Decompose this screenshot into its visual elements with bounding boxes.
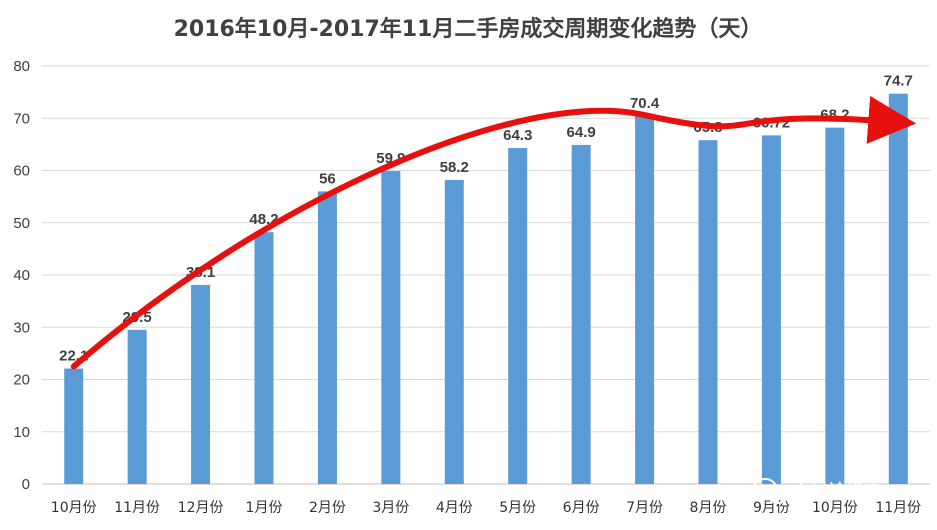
data-label: 64.9 — [567, 124, 596, 141]
data-label: 58.2 — [440, 159, 469, 176]
x-tick-label: 2月份 — [309, 500, 346, 516]
x-tick-label: 11月份 — [875, 500, 921, 516]
bar — [64, 368, 84, 484]
x-tick-label: 8月份 — [690, 500, 727, 516]
wechat-icon — [753, 478, 788, 504]
data-label: 70.4 — [630, 95, 660, 112]
y-axis-ticks: 0 10 20 30 40 50 60 70 80 — [13, 58, 30, 493]
bar — [698, 140, 718, 484]
bar — [571, 144, 591, 484]
x-tick-label: 10月份 — [812, 500, 858, 516]
chart-title: 2016年10月-2017年11月二手房成交周期变化趋势（天） — [174, 16, 763, 42]
x-tick-label: 1月份 — [246, 500, 283, 516]
trend-arrow — [70, 95, 917, 370]
bar — [635, 116, 655, 484]
bar — [191, 284, 211, 484]
bar — [888, 93, 908, 484]
data-label: 56 — [319, 170, 336, 187]
y-tick-label: 70 — [13, 110, 30, 127]
y-tick-label: 30 — [13, 319, 30, 336]
bar — [127, 329, 147, 484]
bar — [317, 191, 337, 484]
x-tick-label: 12月份 — [178, 500, 224, 516]
x-tick-label: 7月份 — [626, 500, 663, 516]
x-tick-label: 6月份 — [563, 500, 600, 516]
x-tick-label: 9月份 — [753, 500, 790, 516]
bar — [381, 171, 401, 484]
bar — [444, 179, 464, 484]
bars — [64, 93, 908, 484]
bar — [254, 232, 274, 484]
x-tick-label: 4月份 — [436, 500, 473, 516]
bar — [508, 148, 528, 484]
bar — [761, 135, 781, 484]
x-tick-label: 5月份 — [499, 500, 536, 516]
x-axis-ticks: 10月份 11月份 12月份 1月份 2月份 3月份 4月份 5月份 6月份 7月份 8月份 9月份 1… — [51, 500, 921, 516]
data-label: 64.3 — [503, 127, 532, 144]
y-tick-label: 20 — [13, 372, 30, 389]
y-tick-label: 60 — [13, 163, 30, 180]
x-tick-label: 11月份 — [114, 500, 160, 516]
bar — [825, 127, 845, 484]
y-tick-label: 80 — [13, 58, 30, 75]
y-tick-label: 10 — [13, 424, 30, 441]
y-tick-label: 50 — [13, 215, 30, 232]
data-label: 74.7 — [884, 73, 913, 90]
watermark: 小易论楼市 — [753, 478, 882, 504]
x-tick-label: 3月份 — [372, 500, 409, 516]
watermark-text: 小易论楼市 — [792, 481, 882, 502]
x-tick-label: 10月份 — [51, 500, 97, 516]
y-tick-label: 40 — [13, 267, 30, 284]
y-tick-label: 0 — [22, 476, 30, 493]
